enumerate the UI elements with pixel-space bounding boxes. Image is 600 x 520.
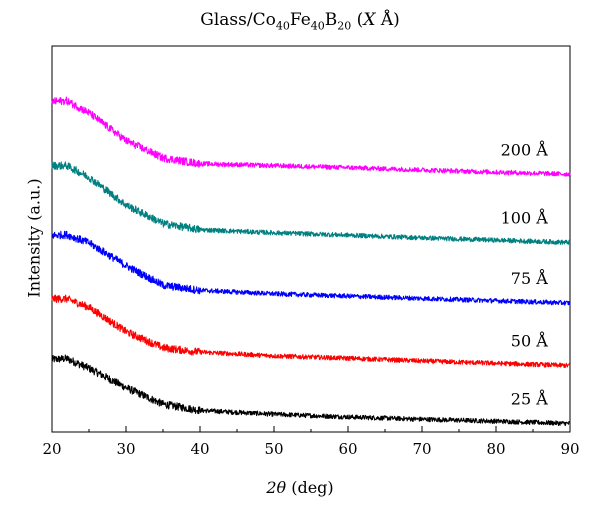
chart-title: Glass/Co40Fe40B20 (X Å): [200, 10, 400, 33]
series-label: 100 Å: [501, 208, 549, 228]
x-tick-label: 20: [42, 440, 61, 458]
x-axis-label: 2θ (deg): [266, 478, 334, 497]
series-line: [51, 161, 571, 245]
x-tick-label: 30: [116, 440, 135, 458]
x-tick-label: 70: [412, 440, 431, 458]
x-tick-label: 50: [264, 440, 283, 458]
series-label: 75 Å: [511, 268, 548, 288]
series-label: 50 Å: [511, 331, 548, 351]
series-label: 200 Å: [501, 139, 549, 159]
x-tick-label: 40: [190, 440, 209, 458]
series-line: [51, 294, 571, 369]
series-line: [51, 96, 571, 177]
x-tick-label: 80: [486, 440, 505, 458]
series-line: [51, 230, 571, 306]
x-tick-label: 60: [338, 440, 357, 458]
series-label: 25 Å: [511, 389, 548, 409]
y-axis-label: Intensity (a.u.): [24, 178, 44, 298]
x-tick-label: 90: [560, 440, 579, 458]
series-line: [51, 354, 571, 427]
